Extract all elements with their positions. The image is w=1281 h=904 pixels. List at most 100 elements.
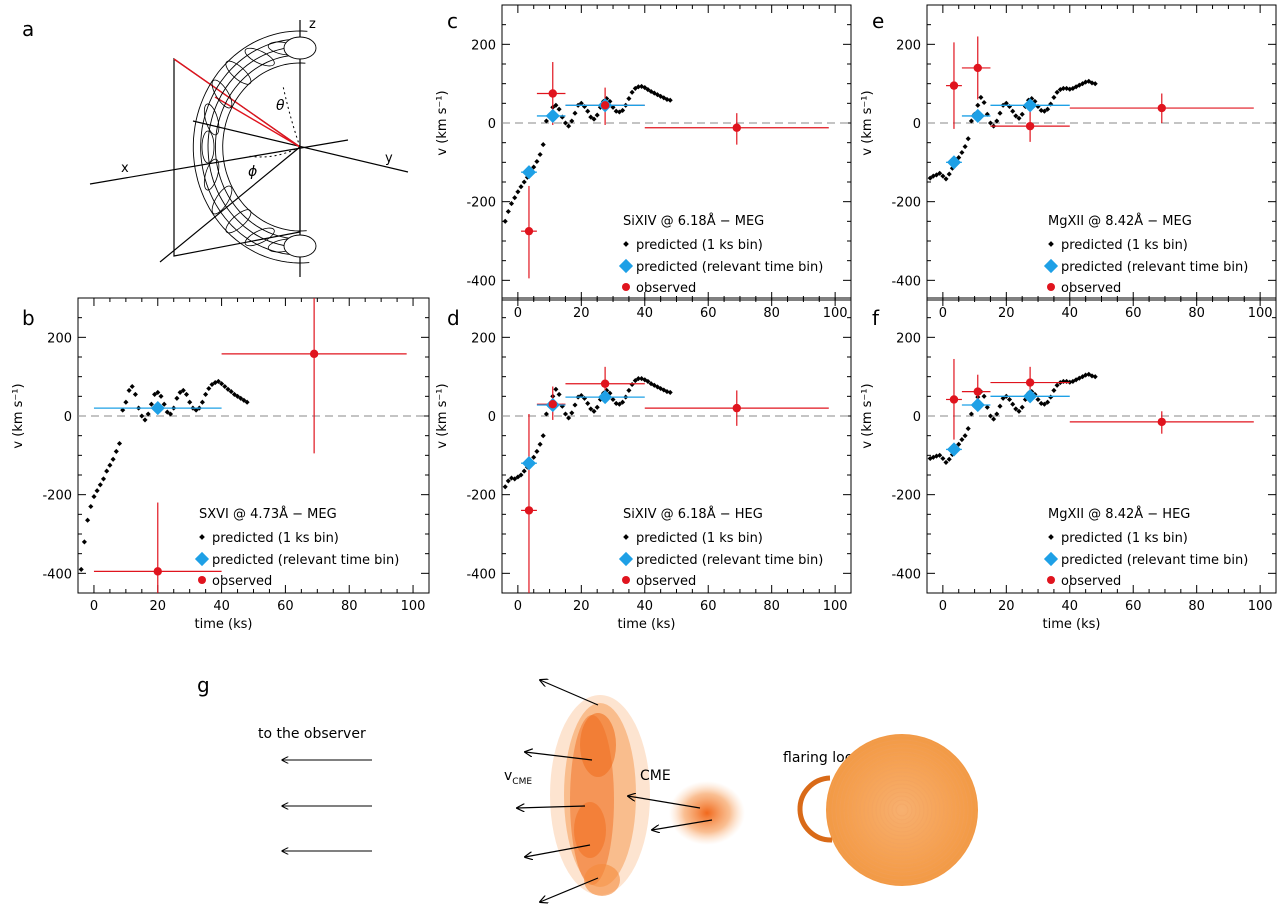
legend-marker-predicted-1ks: [623, 534, 629, 540]
x-tick-label: 0: [939, 599, 947, 614]
x-tick-label: 40: [1061, 599, 1078, 614]
predicted-1ks-point: [585, 400, 591, 406]
predicted-1ks-point: [997, 403, 1003, 409]
predicted-1ks-point: [534, 158, 540, 165]
x-tick-label: 80: [1188, 306, 1205, 321]
y-tick-label: 200: [896, 38, 921, 53]
star-ring: [839, 747, 965, 873]
predicted-1ks-point: [940, 455, 946, 462]
cme-front: [550, 695, 650, 896]
predicted-1ks-point: [610, 396, 616, 403]
legend-label-observed: observed: [636, 574, 696, 589]
observed-point: [153, 567, 162, 576]
predicted-1ks-point: [164, 409, 170, 415]
observed-point: [548, 89, 557, 98]
predicted-1ks-point: [965, 426, 971, 432]
predicted-1ks-point: [94, 488, 100, 494]
panel-label-f: f: [872, 306, 880, 330]
star-ring: [887, 795, 917, 825]
loop-geometry-diagram: z x y θ ϕ: [89, 17, 409, 277]
chart-panel-b: 0 20 40 60 80 100 -400 -200 0 200 time (ks) v (km s…: [11, 297, 430, 632]
x-tick-label: 20: [998, 599, 1015, 614]
predicted-1ks-point: [629, 381, 635, 388]
x-tick-label: 20: [149, 599, 166, 614]
cme-label: CME: [640, 768, 671, 784]
predicted-1ks-point: [228, 389, 234, 395]
plot-frame: [501, 4, 852, 301]
predicted-1ks-point: [123, 399, 129, 405]
legend-label-predicted-1ks: predicted (1 ks bin): [636, 238, 763, 253]
predicted-1ks-point: [225, 386, 231, 392]
x-tick-label: 60: [700, 306, 717, 321]
predicted-1ks-point: [155, 389, 161, 395]
cme-arrow-6: [628, 796, 701, 809]
torus-meridian-2: [207, 46, 309, 248]
predicted-1ks-point: [1000, 395, 1006, 401]
star-ring: [847, 755, 957, 865]
predicted-1ks-point: [1035, 396, 1041, 403]
predicted-1ks-point: [569, 410, 575, 416]
legend-label-predicted-1ks: predicted (1 ks bin): [1061, 238, 1188, 253]
x-tick-label: 20: [998, 306, 1015, 321]
predicted-1ks-point: [505, 208, 511, 215]
y-label: y: [385, 151, 393, 166]
predicted-1ks-point: [1010, 108, 1016, 114]
x-tick-label: 80: [763, 599, 780, 614]
observed-point: [1157, 103, 1166, 113]
legend-label-predicted-1ks: predicted (1 ks bin): [1061, 531, 1188, 546]
x-tick-label: 100: [1248, 599, 1273, 614]
y-tick-label: 0: [488, 117, 496, 132]
phi-label: ϕ: [248, 164, 257, 180]
y-tick-label: -200: [42, 489, 72, 504]
predicted-1ks-point: [244, 399, 250, 405]
panel-label-d: d: [447, 306, 460, 330]
predicted-1ks-point: [534, 448, 540, 454]
predicted-1ks-point: [97, 482, 103, 488]
x-tick-label: 40: [1061, 306, 1078, 321]
legend-marker-predicted-1ks: [1048, 534, 1054, 540]
x-tick-label: 60: [277, 599, 294, 614]
y-tick-label: -400: [466, 567, 496, 582]
predicted-1ks-point: [616, 401, 622, 407]
x-tick-label: 0: [90, 599, 98, 614]
predicted-1ks-point: [1045, 399, 1051, 405]
predicted-1ks-point: [1041, 108, 1047, 114]
predicted-1ks-point: [553, 386, 559, 392]
y-tick-label: -400: [466, 274, 496, 289]
star-ring: [855, 763, 949, 857]
predicted-1ks-point: [626, 387, 632, 393]
legend-marker-predicted-relevant: [1043, 551, 1059, 567]
predicted-1ks-point: [556, 391, 562, 397]
flaring-loop-label: flaring loop: [783, 750, 862, 766]
x-tick-label: 0: [514, 306, 522, 321]
predicted-1ks-point: [113, 448, 119, 454]
torus-end-top: [283, 36, 317, 60]
predicted-1ks-point: [85, 517, 91, 523]
legend-marker-predicted-1ks: [199, 534, 205, 540]
y-tick-label: -200: [891, 489, 921, 504]
predicted-1ks-point: [139, 413, 145, 419]
x-tick-label: 80: [763, 306, 780, 321]
observed-point: [732, 403, 741, 413]
predicted-1ks-point: [635, 376, 641, 382]
observed-point: [524, 506, 534, 515]
x-tick-label: 60: [1125, 306, 1142, 321]
legend-marker-observed: [1047, 576, 1055, 584]
predicted-1ks-point: [1013, 406, 1019, 412]
predicted-relevant-point: [946, 155, 962, 170]
predicted-1ks-point: [161, 401, 167, 407]
predicted-1ks-point: [987, 120, 994, 126]
x-axis-label: time (ks): [195, 617, 253, 632]
legend-label-observed: observed: [1061, 281, 1121, 296]
predicted-relevant-point: [150, 401, 165, 416]
predicted-1ks-point: [1054, 382, 1060, 388]
predicted-1ks-point: [215, 378, 221, 384]
predicted-1ks-point: [594, 112, 600, 118]
observed-point: [600, 379, 610, 388]
legend-marker-observed: [198, 576, 206, 584]
predicted-1ks-point: [505, 478, 511, 484]
observed-point: [949, 81, 959, 90]
predicted-1ks-point: [562, 411, 569, 417]
